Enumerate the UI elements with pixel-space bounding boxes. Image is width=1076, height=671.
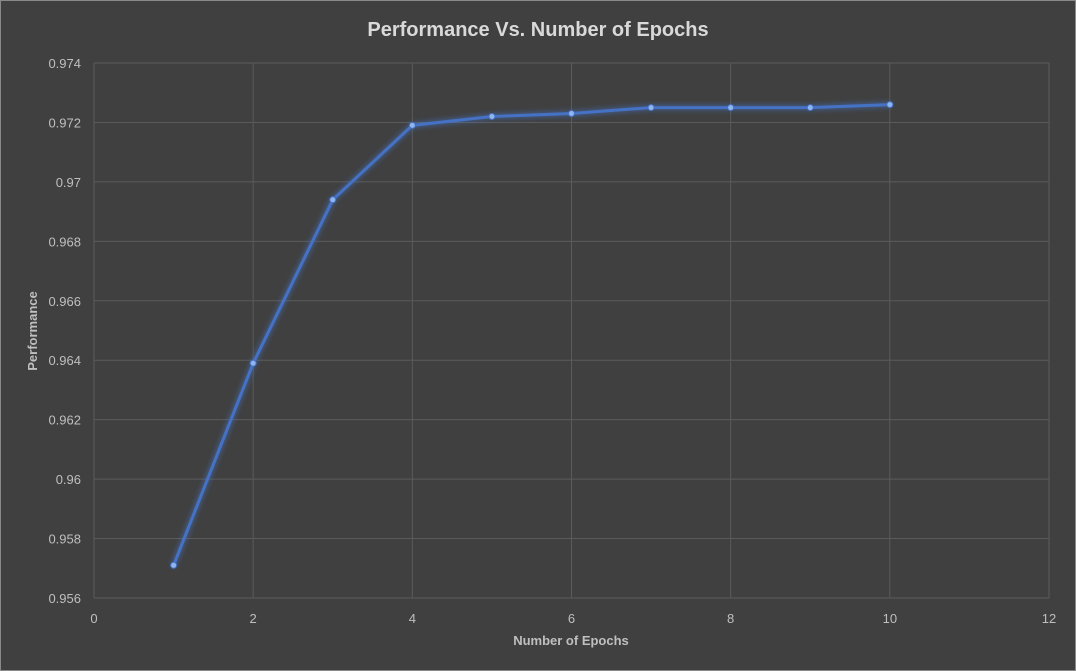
y-axis-label: Performance (25, 291, 40, 370)
data-point (647, 104, 655, 112)
x-axis-label: Number of Epochs (513, 633, 629, 648)
y-tick-label: 0.968 (48, 234, 81, 249)
grid-lines (93, 62, 1050, 599)
data-point (170, 561, 178, 569)
series-line (172, 103, 892, 567)
x-tick-label: 8 (727, 611, 734, 626)
y-tick-label: 0.958 (48, 532, 81, 547)
data-point (727, 104, 735, 112)
data-point (488, 113, 496, 120)
x-tick-label: 10 (883, 611, 897, 626)
y-tick-label: 0.964 (48, 353, 81, 368)
y-tick-label: 0.962 (48, 413, 81, 428)
y-tick-label: 0.966 (48, 294, 81, 309)
x-tick-label: 0 (90, 611, 97, 626)
x-tick-label: 4 (409, 611, 416, 626)
data-point (249, 359, 257, 367)
chart-title: Performance Vs. Number of Epochs (367, 19, 708, 41)
x-tick-label: 6 (568, 611, 575, 626)
data-point (408, 121, 416, 129)
tick-labels: 0.974 0.972 0.97 0.968 0.966 0.964 0.962 0.96 0.… (48, 56, 1056, 626)
y-tick-label: 0.97 (56, 175, 81, 190)
data-point (329, 196, 337, 204)
data-point (886, 101, 894, 109)
y-tick-label: 0.96 (56, 472, 81, 487)
data-point (806, 104, 814, 112)
x-tick-label: 12 (1042, 611, 1056, 626)
series-performance (170, 101, 894, 569)
y-tick-label: 0.972 (48, 115, 81, 130)
x-tick-label: 2 (250, 611, 257, 626)
data-point (568, 110, 575, 118)
y-tick-label: 0.956 (48, 591, 81, 606)
y-tick-label: 0.974 (48, 56, 81, 71)
